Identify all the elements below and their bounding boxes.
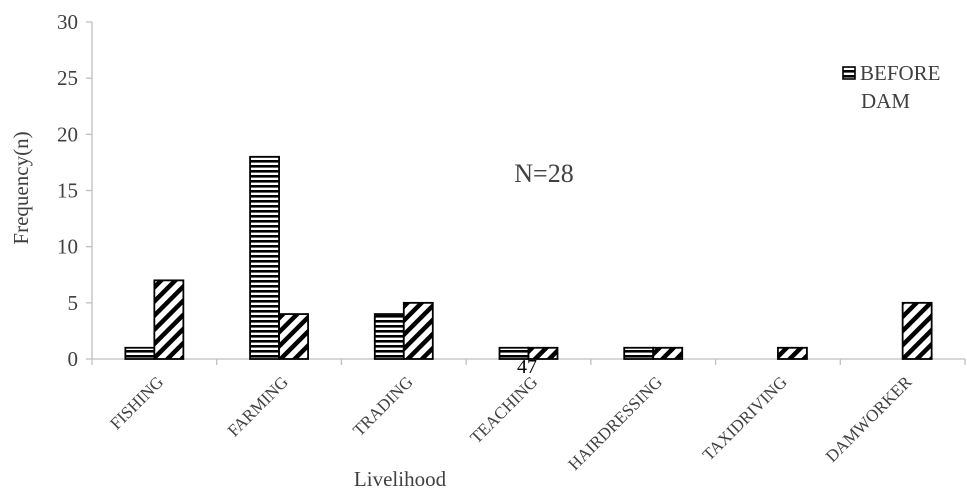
legend-label-line-2: DAM (861, 89, 910, 113)
page-number: 47 (517, 356, 537, 378)
legend: BEFORE DAM (842, 61, 941, 113)
bar-series-2-trading (402, 301, 434, 360)
y-tick-label: 30 (57, 10, 78, 34)
bar-series-2-taxidriving (777, 346, 808, 360)
bar-series-2-hairdressing (652, 346, 684, 360)
bar-before-dam-trading (373, 313, 405, 360)
y-tick-label: 0 (68, 347, 79, 371)
y-axis-title: Frequency(n) (9, 131, 33, 244)
bar-series-2-farming (278, 313, 309, 360)
bar-before-dam-fishing (124, 346, 156, 360)
bar-series-2-damworker (901, 301, 933, 360)
y-tick-label: 25 (57, 66, 78, 90)
bar-series-2-fishing (153, 279, 185, 360)
bar-before-dam-hairdressing (623, 346, 655, 360)
x-tick-label-taxidriving: TAXIDRIVING (699, 372, 791, 464)
y-tick-label: 15 (57, 179, 78, 203)
axes (86, 21, 966, 365)
x-tick-label-hairdressing: HAIRDRESSING (564, 372, 666, 474)
y-tick-label: 5 (68, 291, 79, 315)
x-axis-title: Livelihood (354, 467, 447, 491)
x-tick-label-fishing: FISHING (106, 372, 167, 433)
bars (124, 155, 933, 360)
bar-series-2-teaching (527, 346, 559, 360)
x-tick-label-damworker: DAMWORKER (822, 372, 916, 466)
labels: 0 5 10 15 20 25 30 FISHING FARMING TRADING TEACHIN… (57, 10, 916, 474)
legend-label-line-1: BEFORE (860, 61, 941, 85)
x-tick-label-teaching: TEACHING (466, 372, 541, 447)
y-tick-label: 20 (57, 122, 78, 146)
x-tick-label-farming: FARMING (224, 372, 292, 440)
n-annotation: N=28 (514, 159, 573, 188)
bar-before-dam-farming (249, 155, 280, 360)
x-tick-label-trading: TRADING (349, 372, 417, 440)
legend-swatch-before-dam (842, 66, 856, 80)
y-tick-label: 10 (57, 235, 78, 259)
